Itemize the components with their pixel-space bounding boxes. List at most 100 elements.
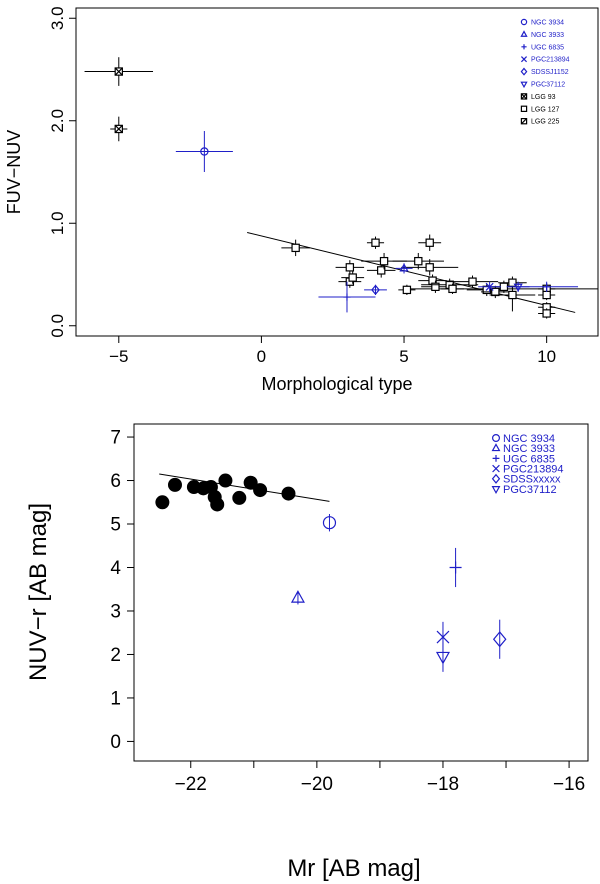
fuv-nuv-chart: Morphological type FUV−NUV −5 0 5 10 0.0 1.0 2… (4, 6, 599, 394)
data-point (414, 256, 423, 266)
data-point (435, 651, 450, 665)
data-point (543, 283, 551, 291)
legend-marker (521, 44, 527, 50)
data-point (448, 284, 457, 294)
legend-label: NGC 3933 (531, 32, 564, 39)
x-axis-label: Morphological type (261, 374, 412, 394)
data-point (449, 561, 462, 574)
data-point (431, 282, 440, 292)
legend-label: UGC 6835 (531, 44, 564, 51)
legend-marker (520, 56, 528, 63)
data-point (485, 282, 494, 291)
legend-marker (520, 30, 528, 37)
fit-line (159, 473, 330, 502)
x-tick-label: 10 (537, 347, 556, 366)
data-point (290, 590, 305, 603)
legend-marker (520, 18, 528, 26)
x-tick-label: −22 (175, 774, 207, 795)
legend-marker (492, 455, 500, 462)
data-point (210, 497, 225, 512)
legend-label: PGC37112 (503, 484, 557, 496)
y-tick-label: 1.0 (48, 211, 67, 235)
legend-marker (492, 464, 500, 473)
y-tick-label: 3 (110, 602, 121, 623)
legend-marker (491, 473, 501, 484)
data-point (379, 256, 389, 266)
data-point (425, 263, 434, 272)
data-point (377, 266, 386, 275)
data-point (436, 630, 450, 644)
data-point (291, 243, 300, 253)
legend-marker (520, 105, 528, 112)
x-tick-label: 5 (399, 347, 408, 366)
y-tick-label: 6 (110, 471, 121, 492)
y-tick-label: 2.0 (48, 109, 67, 133)
x-axis-label: Mr [AB mag] (287, 855, 420, 882)
legend-label: LGG 225 (531, 119, 560, 126)
y-tick-label: 0 (110, 732, 121, 753)
legend-label: NGC 3934 (503, 433, 555, 445)
legend-marker (520, 67, 528, 76)
legend-marker (520, 81, 528, 89)
data-point (281, 486, 296, 501)
data-point (345, 263, 355, 272)
legend-label: PGC37112 (531, 81, 565, 88)
data-point (155, 495, 170, 510)
legend-label: PGC213894 (503, 463, 564, 475)
data-point (491, 287, 500, 297)
legend-label: PGC213894 (531, 57, 570, 64)
legend-marker (492, 434, 501, 443)
x-tick-label: −16 (553, 774, 585, 795)
data-point (425, 238, 434, 247)
y-tick-label: 2 (110, 645, 121, 666)
data-point (468, 277, 477, 286)
plot-frame (75, 7, 599, 337)
y-tick-label: 7 (110, 428, 121, 449)
data-point (542, 309, 551, 318)
data-point (343, 293, 351, 301)
legend-marker (491, 486, 501, 494)
data-point (371, 284, 380, 296)
y-axis-label: NUV−r [AB mag] (25, 503, 52, 681)
y-tick-label: 5 (110, 515, 121, 536)
x-tick-label: −18 (427, 774, 459, 795)
y-axis-label: FUV−NUV (4, 130, 24, 215)
legend-label: NGC 3933 (503, 443, 555, 455)
plot-frame (133, 423, 589, 762)
legend-label: SDSSJ1152 (531, 69, 569, 76)
data-point (402, 285, 412, 295)
fit-line (247, 231, 576, 313)
y-tick-label: 4 (110, 558, 121, 579)
x-tick-label: −5 (109, 347, 128, 366)
data-point (114, 124, 123, 134)
data-point (200, 147, 209, 156)
x-tick-label: −20 (301, 774, 333, 795)
data-point (542, 290, 551, 300)
legend-marker (520, 93, 528, 100)
data-point (508, 290, 517, 300)
data-point (348, 273, 357, 282)
legend-marker (520, 117, 528, 125)
data-point (322, 516, 337, 530)
legend-marker (491, 443, 501, 452)
x-tick-label: 0 (257, 347, 266, 366)
data-point (492, 631, 507, 648)
data-point (167, 477, 182, 492)
y-tick-label: 3.0 (48, 6, 67, 30)
y-tick-label: 1 (110, 689, 121, 710)
data-point (499, 282, 509, 292)
legend-label: UGC 6835 (503, 453, 555, 465)
data-point (513, 283, 523, 292)
data-point (232, 490, 247, 505)
data-point (218, 473, 233, 488)
data-point (371, 238, 380, 247)
nuv-r-chart: Mr [AB mag] NUV−r [AB mag] −22 −20 −18 −16 0… (25, 423, 589, 882)
legend-label: LGG 93 (531, 94, 556, 101)
legend-label: SDSSxxxxx (503, 474, 561, 486)
y-tick-label: 0.0 (48, 314, 67, 338)
data-point (114, 67, 123, 76)
data-point (253, 483, 268, 498)
legend-label: LGG 127 (531, 106, 560, 113)
data-point (243, 475, 258, 490)
